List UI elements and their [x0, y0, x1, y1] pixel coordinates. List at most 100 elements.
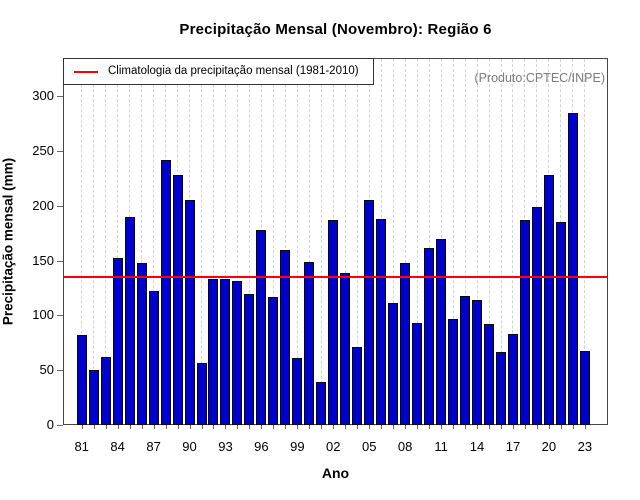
- gridline: [81, 59, 83, 424]
- x-tick-label: 05: [361, 439, 377, 454]
- gridline: [392, 59, 394, 424]
- x-tick-label: 11: [434, 439, 448, 454]
- y-tick-label: 200: [32, 197, 54, 213]
- x-tick: [285, 425, 287, 429]
- x-tick: [297, 425, 299, 429]
- x-tick-label: 93: [218, 439, 233, 454]
- bar-2008: [400, 263, 411, 425]
- bar-2004: [352, 347, 363, 425]
- gridline: [464, 59, 466, 424]
- bar-2012: [448, 319, 459, 425]
- bar-1993: [220, 279, 231, 425]
- bar-2003: [340, 273, 351, 425]
- bar-1991: [196, 363, 207, 425]
- x-tick: [141, 425, 143, 429]
- gridline: [272, 59, 274, 424]
- bar-2023: [579, 351, 590, 425]
- gridline: [488, 59, 490, 424]
- bar-2007: [388, 303, 399, 425]
- bar-2018: [519, 220, 530, 425]
- gridline: [105, 59, 107, 424]
- x-tick: [201, 425, 203, 429]
- bar-2020: [543, 175, 554, 425]
- x-tick: [584, 425, 586, 429]
- gridline: [212, 59, 214, 424]
- x-tick-label: 23: [577, 439, 593, 454]
- x-tick-label: 17: [505, 439, 521, 454]
- x-tick: [273, 425, 275, 429]
- x-tick: [369, 425, 371, 429]
- gridline: [500, 59, 502, 424]
- x-tick: [129, 425, 131, 429]
- x-tick: [477, 425, 479, 429]
- x-tick: [249, 425, 251, 429]
- bar-1994: [232, 281, 243, 425]
- gridline: [153, 59, 155, 424]
- x-tick: [560, 425, 562, 429]
- chart-title: Precipitação Mensal (Novembro): Região 6: [179, 21, 492, 38]
- bar-2001: [316, 382, 327, 425]
- x-tick: [417, 425, 419, 429]
- gridline: [320, 59, 322, 424]
- x-tick: [393, 425, 395, 429]
- x-tick: [225, 425, 227, 429]
- x-tick-label: 14: [469, 439, 485, 454]
- x-tick-label: 96: [254, 439, 269, 454]
- bar-2022: [567, 113, 578, 425]
- bar-2014: [472, 300, 483, 425]
- bar-1982: [88, 370, 99, 425]
- gridline: [296, 59, 298, 424]
- x-tick: [465, 425, 467, 429]
- legend-line-sample: [74, 71, 98, 73]
- bar-1989: [172, 175, 183, 425]
- bar-2002: [328, 220, 339, 425]
- x-tick: [165, 425, 167, 429]
- y-tick-label: 250: [32, 143, 54, 159]
- bar-2019: [531, 207, 542, 425]
- x-tick-label: 08: [397, 439, 413, 454]
- y-tick-label: 150: [32, 252, 54, 268]
- bar-1996: [256, 230, 267, 425]
- x-tick: [453, 425, 455, 429]
- bar-1986: [136, 263, 147, 425]
- source-annotation: (Produto:CPTEC/INPE): [474, 71, 605, 85]
- gridline: [452, 59, 454, 424]
- x-tick-label: 81: [74, 439, 89, 454]
- bar-2016: [496, 352, 506, 425]
- y-axis-title: Precipitação mensal (mm): [0, 157, 16, 326]
- legend: Climatologia da precipitação mensal (198…: [63, 58, 374, 85]
- y-tick-label: 50: [39, 362, 54, 378]
- x-tick: [333, 425, 335, 429]
- bar-2005: [364, 200, 375, 425]
- bar-2006: [376, 219, 387, 425]
- y-tick: [57, 425, 63, 426]
- bar-2000: [304, 262, 315, 425]
- gridline: [93, 59, 95, 424]
- gridline: [476, 59, 478, 424]
- gridline: [248, 59, 250, 424]
- y-tick: [57, 205, 63, 207]
- x-tick: [381, 425, 383, 429]
- x-tick: [405, 425, 407, 429]
- bar-1992: [208, 279, 219, 425]
- x-tick: [501, 425, 502, 429]
- x-axis-title: Ano: [321, 465, 350, 481]
- x-tick: [189, 425, 191, 429]
- bar-2021: [555, 222, 566, 425]
- y-tick: [57, 315, 63, 317]
- x-tick-label: 99: [290, 439, 305, 454]
- gridline: [404, 59, 406, 424]
- x-tick: [213, 425, 215, 429]
- x-tick-label: 20: [541, 439, 557, 454]
- bar-2011: [436, 239, 447, 425]
- x-tick: [93, 425, 95, 429]
- bar-1984: [112, 258, 123, 425]
- bar-1985: [124, 217, 135, 425]
- legend-label: Climatologia da precipitação mensal (198…: [108, 65, 359, 77]
- x-tick-label: 87: [146, 439, 161, 454]
- x-tick: [572, 425, 574, 429]
- gridline: [584, 59, 586, 424]
- x-tick-label: 02: [326, 439, 341, 454]
- gridline: [224, 59, 226, 424]
- gridline: [201, 59, 202, 424]
